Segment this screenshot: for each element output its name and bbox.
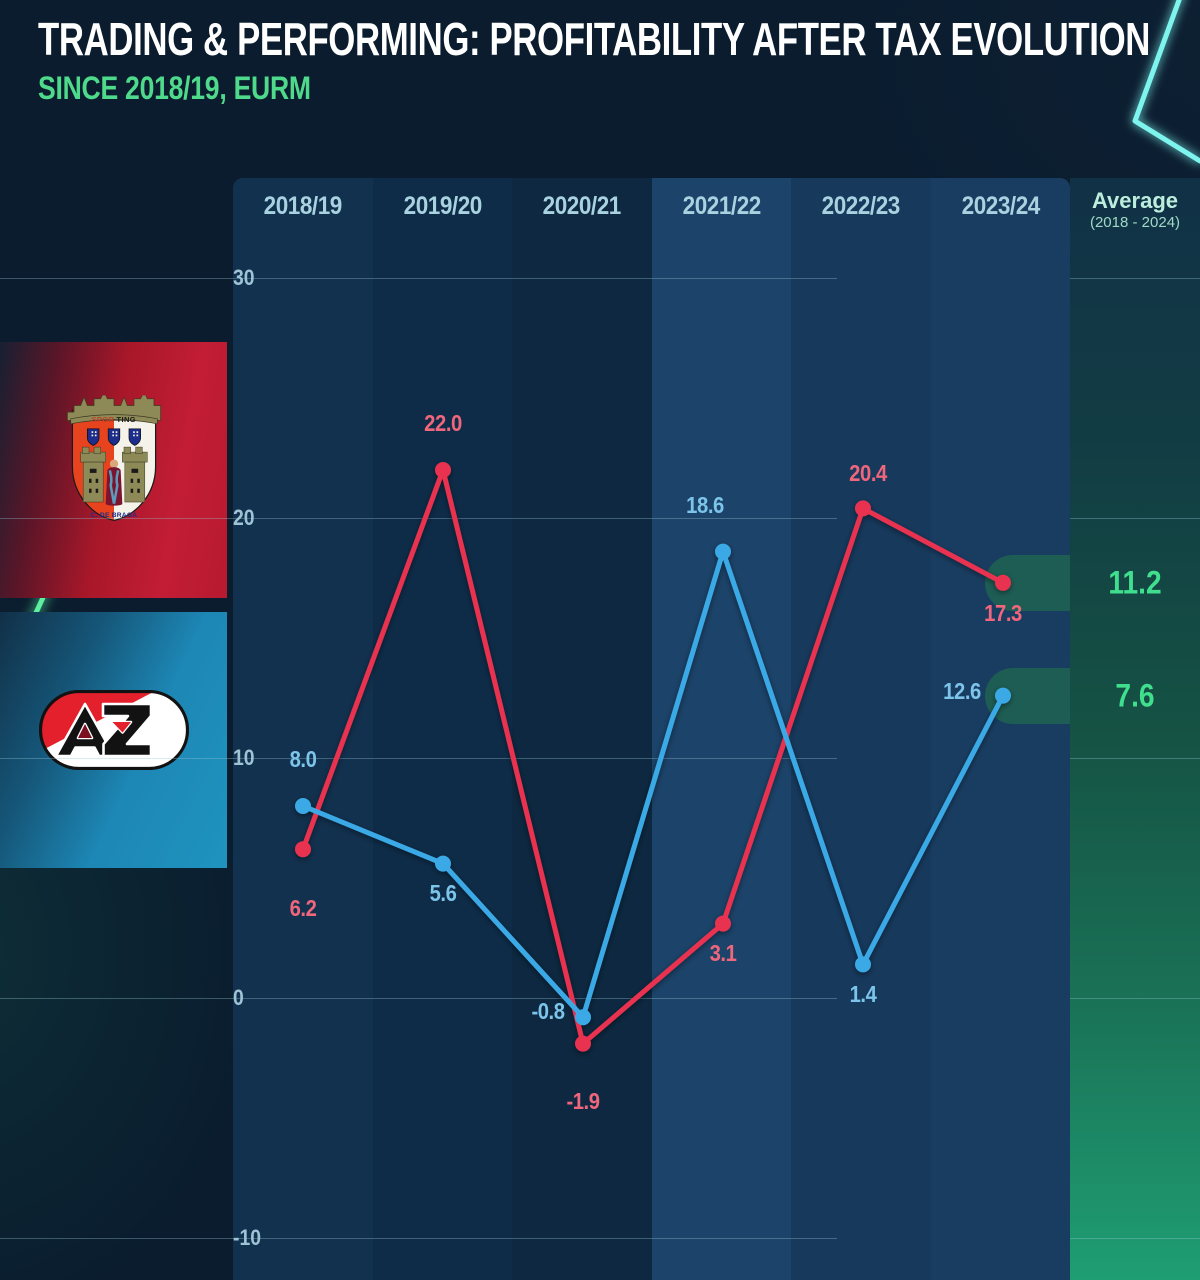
svg-text:SPOR: SPOR [91, 415, 114, 424]
svg-text:TING: TING [116, 415, 136, 424]
